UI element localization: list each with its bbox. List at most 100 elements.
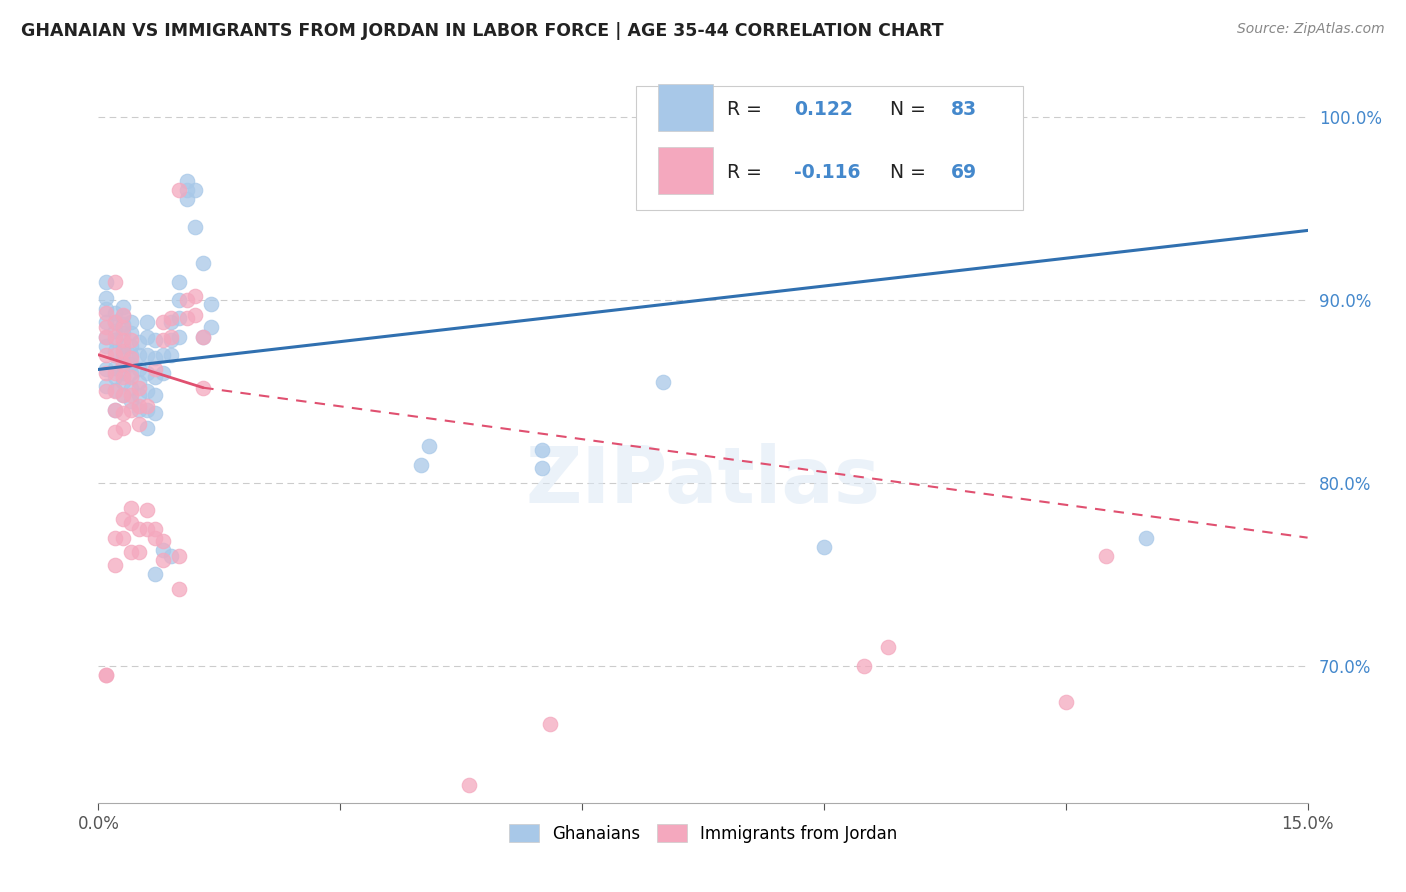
Bar [658, 84, 713, 131]
Point [193, 381, 215, 395]
Point [120, 545, 142, 559]
Point [184, 219, 207, 234]
Point [167, 549, 190, 563]
Point [111, 344, 134, 359]
Point [160, 333, 183, 347]
Point [103, 383, 125, 397]
Point [1054, 695, 1077, 709]
Point [176, 174, 198, 188]
Point [813, 540, 835, 554]
Point [176, 192, 198, 206]
Point [152, 333, 174, 347]
Bar [658, 146, 713, 194]
Point [103, 344, 125, 359]
Point [193, 329, 215, 343]
Text: -0.116: -0.116 [794, 163, 860, 182]
Point [111, 357, 134, 371]
Point [418, 439, 440, 453]
Point [409, 458, 432, 472]
Point [128, 362, 150, 376]
Point [96, 379, 118, 393]
Point [143, 406, 166, 420]
Point [128, 381, 150, 395]
Point [96, 301, 118, 316]
Point [111, 348, 134, 362]
Point [111, 375, 134, 389]
Point [103, 369, 125, 384]
Point [111, 531, 134, 545]
Point [135, 421, 157, 435]
Point [152, 366, 174, 380]
Point [111, 320, 134, 334]
Point [111, 421, 134, 435]
Point [143, 567, 166, 582]
Point [128, 417, 150, 432]
Point [176, 311, 198, 326]
Point [135, 329, 157, 343]
Point [96, 306, 118, 320]
Point [128, 402, 150, 417]
Point [1095, 549, 1118, 563]
Point [103, 558, 125, 573]
Point [176, 293, 198, 307]
Point [458, 777, 481, 791]
Point [103, 402, 125, 417]
Point [111, 317, 134, 331]
Point [135, 315, 157, 329]
Point [160, 311, 183, 326]
Point [103, 333, 125, 347]
Point [103, 306, 125, 320]
Point [96, 338, 118, 352]
Point [143, 388, 166, 402]
Point [152, 552, 174, 566]
Text: GHANAIAN VS IMMIGRANTS FROM JORDAN IN LABOR FORCE | AGE 35-44 CORRELATION CHART: GHANAIAN VS IMMIGRANTS FROM JORDAN IN LA… [21, 22, 943, 40]
Point [120, 315, 142, 329]
Point [96, 362, 118, 376]
Point [111, 512, 134, 526]
Point [96, 667, 118, 681]
Point [128, 375, 150, 389]
Point [167, 329, 190, 343]
Point [200, 320, 222, 334]
Point [167, 275, 190, 289]
Point [135, 521, 157, 535]
Text: R =: R = [727, 163, 768, 182]
Point [111, 333, 134, 347]
Point [111, 366, 134, 380]
Point [120, 366, 142, 380]
Point [135, 402, 157, 417]
Point [128, 545, 150, 559]
Point [120, 388, 142, 402]
Point [111, 357, 134, 371]
Point [96, 366, 118, 380]
Point [152, 315, 174, 329]
Point [103, 348, 125, 362]
Point [152, 348, 174, 362]
Point [877, 640, 900, 655]
Point [128, 399, 150, 413]
Point [96, 315, 118, 329]
Point [120, 351, 142, 366]
Point [111, 310, 134, 324]
Point [103, 315, 125, 329]
Point [120, 326, 142, 340]
Point [176, 183, 198, 197]
Point [200, 296, 222, 310]
Point [96, 291, 118, 305]
Point [167, 183, 190, 197]
Point [120, 402, 142, 417]
Point [120, 369, 142, 384]
Point [111, 338, 134, 352]
Point [120, 333, 142, 347]
Point [96, 275, 118, 289]
Point [120, 393, 142, 408]
Point [167, 582, 190, 596]
Point [103, 315, 125, 329]
Point [135, 348, 157, 362]
Point [120, 338, 142, 352]
Point [538, 717, 561, 731]
Point [530, 461, 553, 475]
Text: Source: ZipAtlas.com: Source: ZipAtlas.com [1237, 22, 1385, 37]
Point [111, 406, 134, 420]
Point [96, 384, 118, 399]
